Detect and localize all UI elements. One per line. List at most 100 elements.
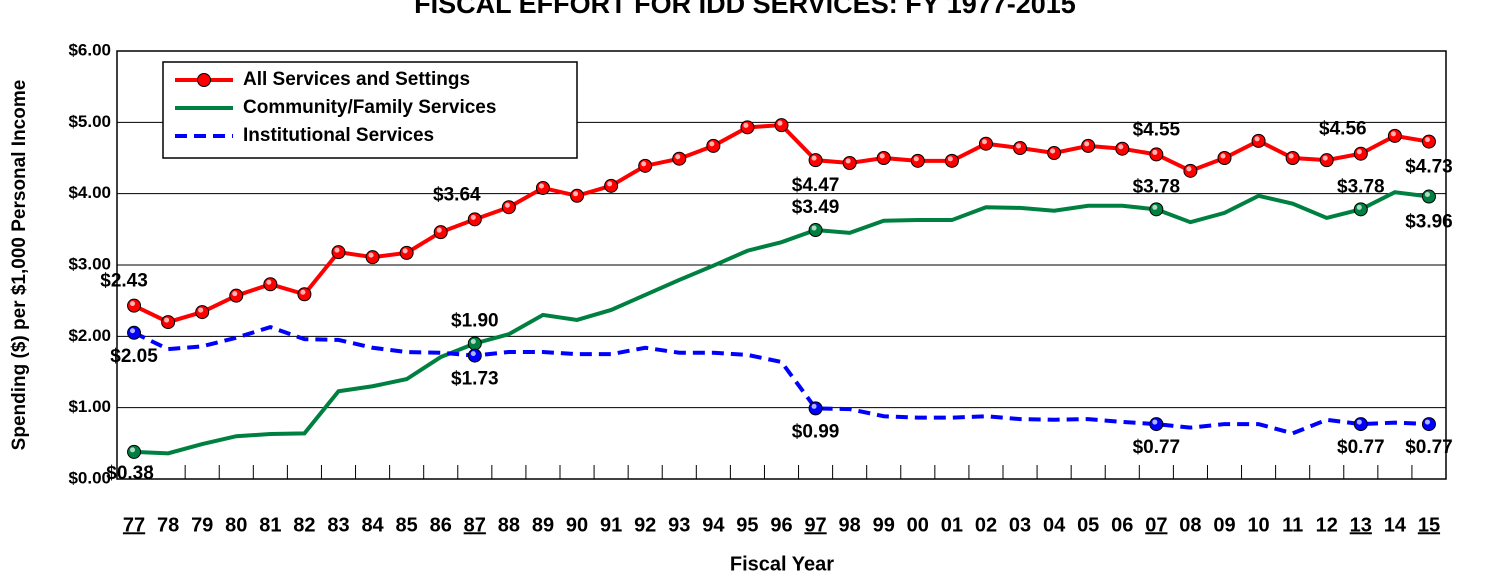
x-tick-label: 07: [1145, 514, 1167, 536]
point-highlight: [913, 156, 919, 162]
plot-frame: [116, 50, 1447, 480]
x-tick-label: 01: [941, 514, 963, 536]
data-label: $1.73: [451, 369, 499, 390]
x-tick-label: 02: [975, 514, 997, 536]
point-highlight: [164, 317, 170, 323]
point-highlight: [607, 181, 613, 187]
data-label: $0.77: [1337, 437, 1385, 458]
point-highlight: [1322, 155, 1328, 161]
point-highlight: [1424, 137, 1430, 143]
point-highlight: [641, 161, 647, 167]
x-tick-label: 86: [430, 514, 452, 536]
point-highlight: [1220, 153, 1226, 159]
x-tick-label: 78: [157, 514, 179, 536]
y-tick-label: $4.00: [68, 183, 111, 202]
data-label: $0.99: [792, 421, 840, 442]
x-tick-label: 10: [1247, 514, 1269, 536]
point-highlight: [232, 291, 238, 297]
x-tick-label: 13: [1350, 514, 1372, 536]
x-tick-label: 79: [191, 514, 213, 536]
point-highlight: [845, 158, 851, 164]
point-highlight: [1050, 148, 1056, 154]
data-label: $4.55: [1133, 119, 1181, 140]
point-highlight: [879, 153, 885, 159]
y-tick-label: $2.00: [68, 326, 111, 345]
point-highlight: [1152, 204, 1158, 210]
point-highlight: [300, 289, 306, 295]
x-tick-label: 11: [1282, 514, 1303, 536]
x-tick-label: 90: [566, 514, 588, 536]
point-highlight: [470, 214, 476, 220]
point-highlight: [402, 248, 408, 254]
point-highlight: [1186, 166, 1192, 172]
point-highlight: [334, 247, 340, 253]
x-tick-label: 15: [1418, 514, 1440, 536]
x-tick-label: 77: [123, 514, 145, 536]
y-tick-label: $3.00: [68, 254, 111, 273]
point-highlight: [1016, 143, 1022, 149]
point-highlight: [1084, 141, 1090, 147]
point-highlight: [1356, 149, 1362, 155]
x-tick-label: 80: [225, 514, 247, 536]
point-highlight: [130, 301, 136, 307]
series-line: [133, 324, 1430, 436]
x-tick-label: 92: [634, 514, 656, 536]
data-label: $3.96: [1405, 212, 1453, 233]
point-highlight: [811, 225, 817, 231]
point-highlight: [1424, 419, 1430, 425]
data-label: $4.56: [1319, 119, 1367, 140]
point-highlight: [1356, 419, 1362, 425]
legend-label: Institutional Services: [243, 125, 434, 146]
chart-title: FISCAL EFFORT FOR IDD SERVICES: FY 1977-…: [414, 0, 1076, 19]
point-marker: [774, 118, 789, 133]
point-marker: [399, 245, 414, 260]
data-label: $0.77: [1133, 437, 1181, 458]
point-highlight: [1390, 131, 1396, 137]
point-marker: [501, 200, 516, 215]
series-line: [133, 190, 1430, 456]
data-label: $3.78: [1337, 176, 1385, 197]
point-highlight: [777, 120, 783, 126]
x-tick-label: 87: [464, 514, 486, 536]
point-highlight: [675, 154, 681, 160]
y-tick-label: $0.00: [68, 468, 111, 487]
x-tick-label: 05: [1077, 514, 1099, 536]
x-tick-label: 04: [1043, 514, 1066, 536]
data-label: $4.73: [1405, 157, 1453, 178]
x-tick-label: 94: [702, 514, 725, 536]
point-highlight: [130, 328, 136, 334]
point-highlight: [811, 403, 817, 409]
point-highlight: [1254, 136, 1260, 142]
x-tick-label: 00: [907, 514, 929, 536]
data-label: $1.90: [451, 310, 499, 331]
point-highlight: [1356, 204, 1362, 210]
x-tick-label: 89: [532, 514, 554, 536]
x-tick-label: 08: [1179, 514, 1201, 536]
x-tick-label: 99: [873, 514, 895, 536]
x-tick-label: 06: [1111, 514, 1133, 536]
x-tick-label: 81: [259, 514, 281, 536]
x-tick-label: 98: [839, 514, 861, 536]
point-highlight: [1424, 192, 1430, 198]
legend-label: Community/Family Services: [243, 97, 496, 118]
data-label: $2.43: [100, 271, 148, 292]
point-highlight: [436, 227, 442, 233]
legend-label: All Services and Settings: [243, 69, 470, 90]
data-label: $0.38: [106, 463, 154, 484]
x-tick-label: 09: [1213, 514, 1235, 536]
point-highlight: [470, 338, 476, 344]
point-highlight: [1152, 419, 1158, 425]
point-highlight: [470, 351, 476, 357]
x-tick-label: 83: [327, 514, 349, 536]
data-label: $0.77: [1405, 437, 1453, 458]
x-tick-label: 96: [770, 514, 792, 536]
x-tick-label: 84: [361, 514, 384, 536]
data-label: $3.49: [792, 197, 840, 218]
data-label: $3.78: [1133, 176, 1181, 197]
point-highlight: [981, 139, 987, 145]
point-highlight: [811, 155, 817, 161]
legend-marker: [197, 73, 211, 87]
point-highlight: [266, 279, 272, 285]
x-tick-label: 88: [498, 514, 520, 536]
